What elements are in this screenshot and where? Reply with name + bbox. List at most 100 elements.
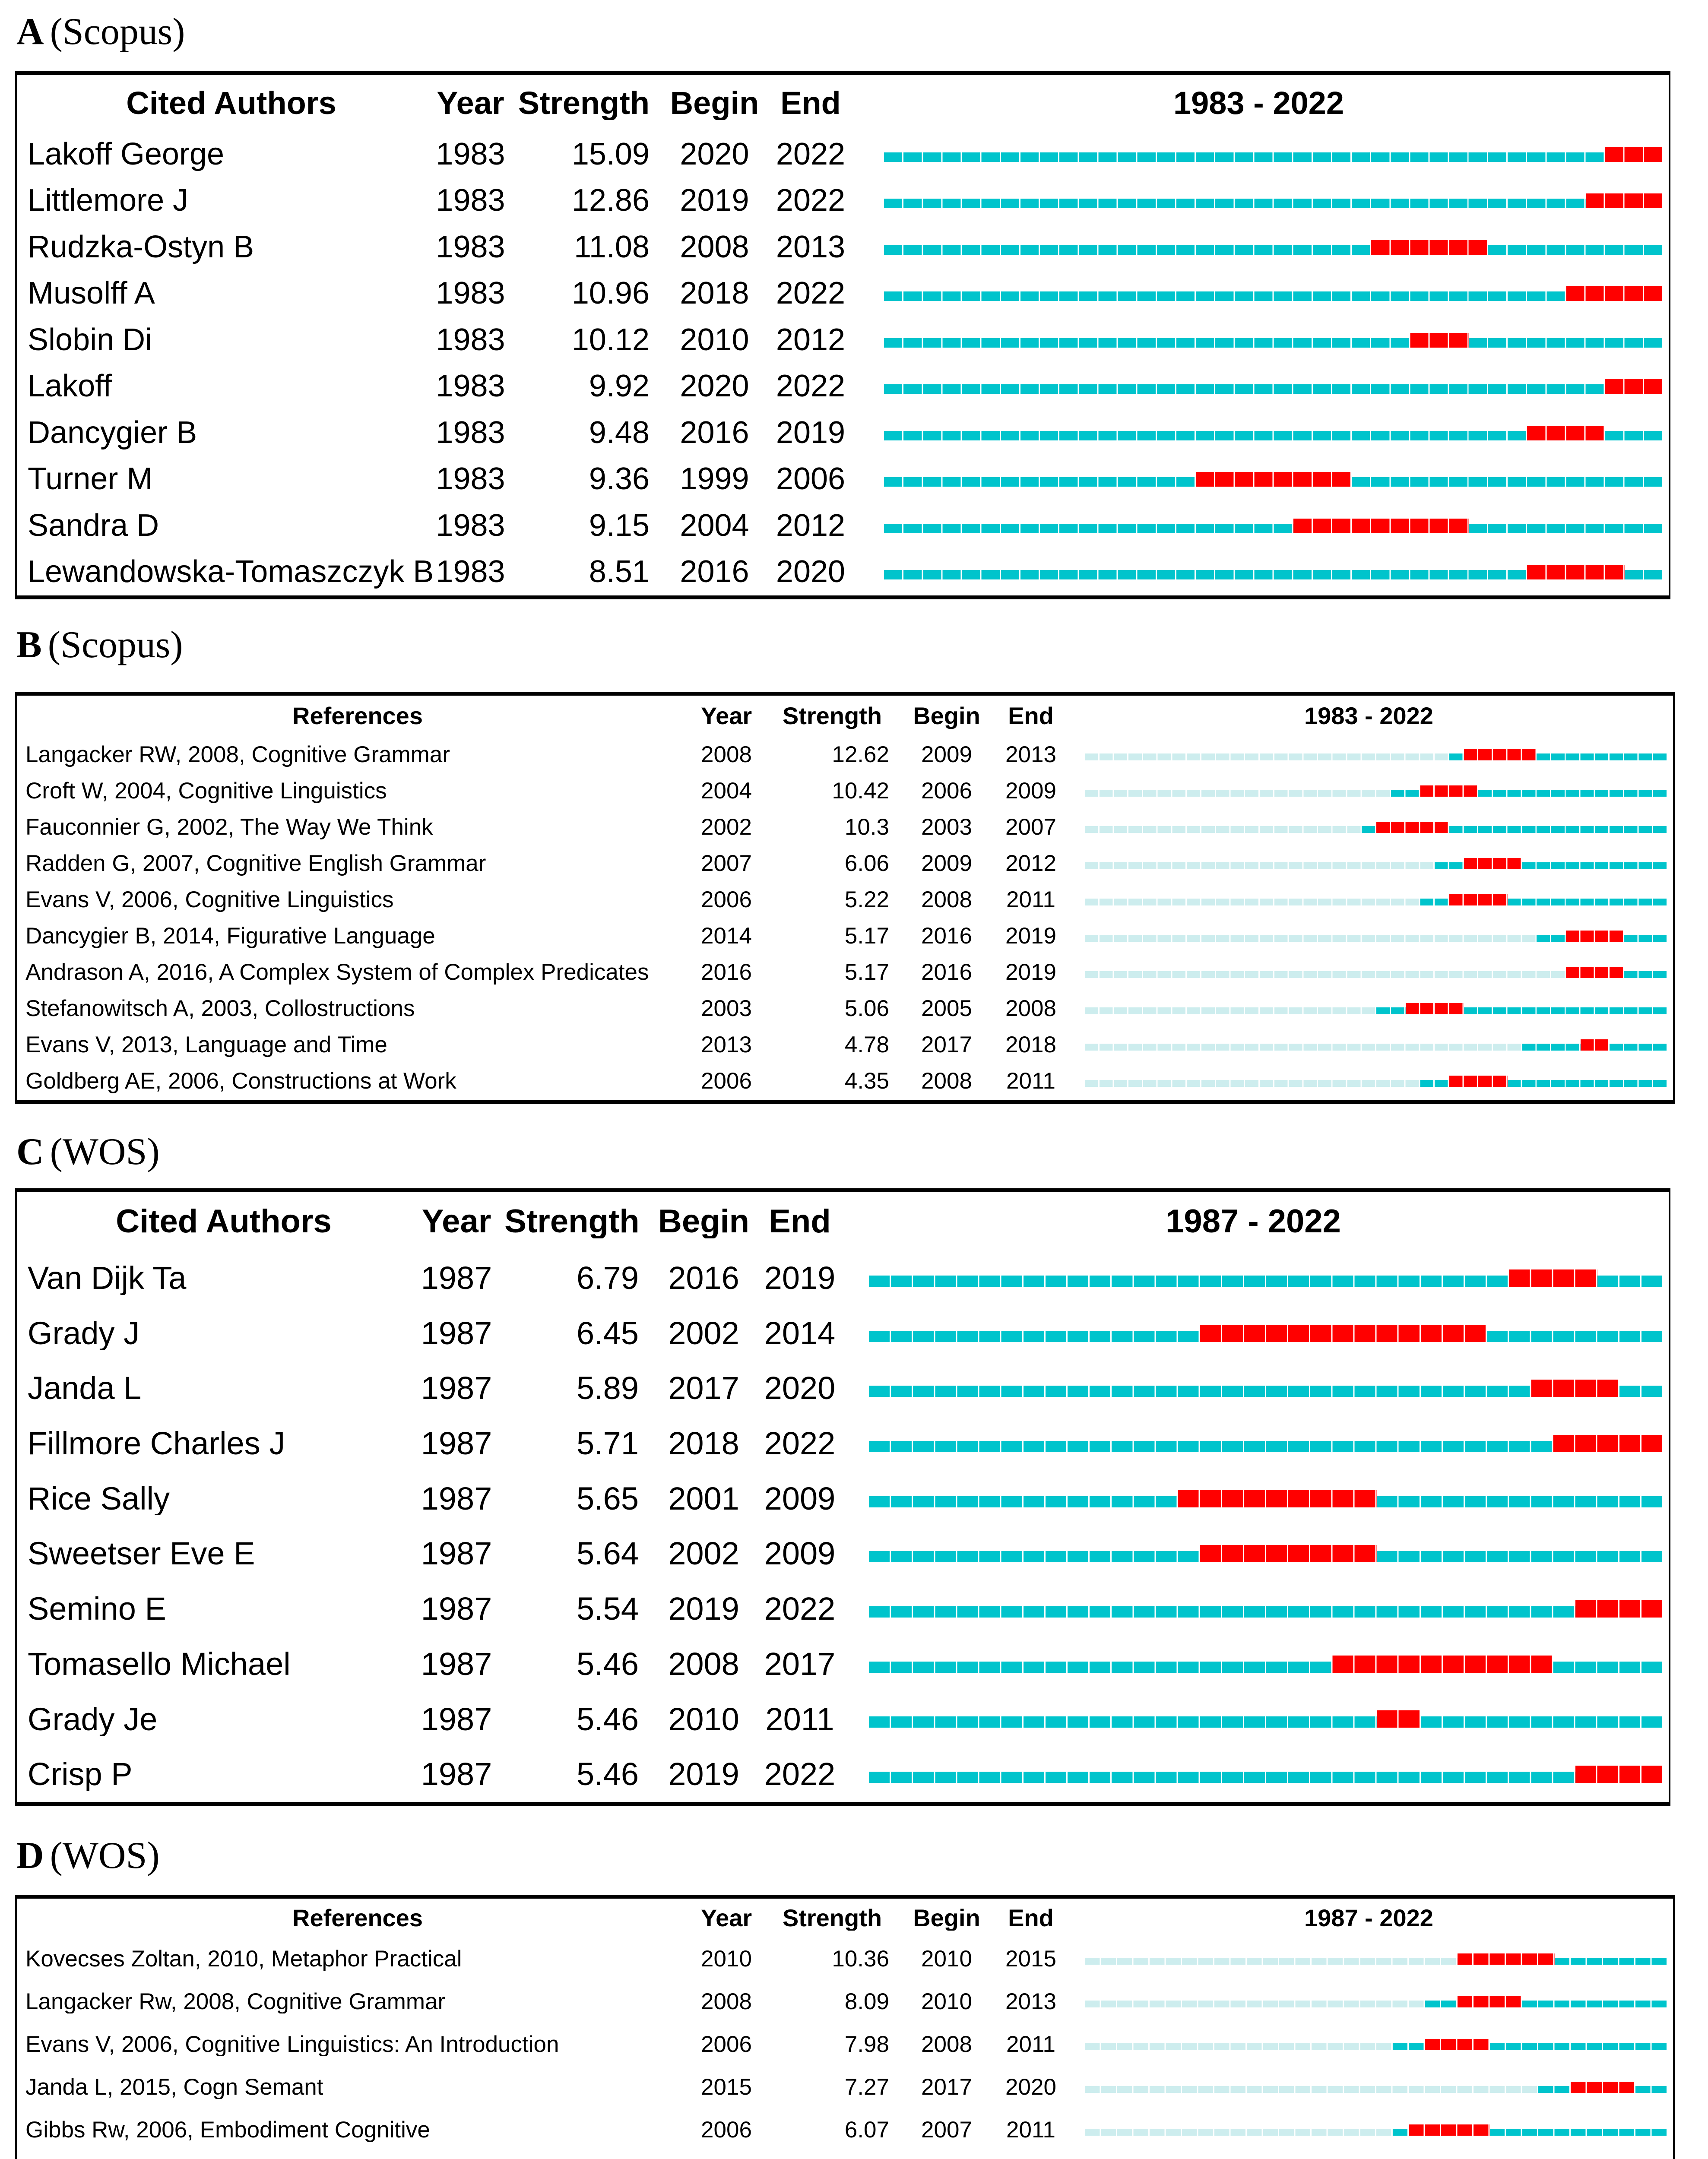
table-row: Stefanowitsch A, 2003, Collostructions 20… (17, 991, 1673, 1027)
burst-table-wos-references: References Year Strength Begin End 1987 … (15, 1895, 1675, 2159)
col-header-strength: Strength (504, 1204, 640, 1239)
begin-cell: 2001 (668, 1482, 739, 1516)
entity-cell: Andrason A, 2016, A Complex System of Co… (25, 960, 649, 985)
end-cell: 2019 (1005, 960, 1056, 985)
strength-cell: 12.86 (571, 184, 650, 218)
col-header-end: End (1008, 1905, 1054, 1931)
panel-c-letter: C (16, 1131, 44, 1173)
entity-cell: Musolff A (28, 277, 155, 310)
table-row: Andrason A, 2016, A Complex System of Co… (17, 954, 1673, 991)
timeline-cell (843, 1692, 1664, 1747)
table-row: Sandra D 1983 9.15 2004 2012 (17, 503, 1669, 549)
table-rows: Van Dijk Ta 1987 6.79 2016 2019 Grady J 1987 6.… (17, 1250, 1669, 1802)
begin-cell: 2018 (668, 1427, 739, 1460)
strength-cell: 4.35 (844, 1069, 889, 1093)
entity-cell: Littlemore J (28, 184, 189, 218)
table-row: Sweetser Eve E 1987 5.64 2002 2009 (17, 1526, 1669, 1581)
entity-cell: Grady J (28, 1316, 140, 1350)
begin-cell: 2008 (921, 888, 972, 912)
timeline-cell (854, 364, 1664, 410)
panel-c-source: (WOS) (50, 1131, 160, 1173)
year-separator-overlay (869, 1766, 1664, 1783)
col-header-entity: References (292, 703, 423, 729)
burst-table-scopus-references: References Year Strength Begin End 1983 … (15, 692, 1675, 1104)
strength-cell: 5.89 (576, 1371, 639, 1406)
begin-cell: 2010 (921, 1989, 972, 2014)
end-cell: 2011 (1006, 888, 1055, 912)
timeline-bar (884, 518, 1664, 533)
end-cell: 2013 (776, 231, 846, 264)
table-row: Lewandowska-Tomaszczyk B 1983 8.51 2016 2020 (17, 549, 1669, 596)
entity-cell: Croft W, 2004, Cognitive Linguistics (25, 779, 387, 803)
timeline-bar (884, 565, 1664, 580)
timeline-bar (1085, 822, 1668, 833)
year-separator-overlay (1085, 822, 1668, 833)
begin-cell: 2009 (921, 743, 972, 767)
entity-cell: Crisp P (28, 1757, 133, 1791)
year-separator-overlay (884, 518, 1664, 533)
year-cell: 2006 (701, 2118, 752, 2142)
year-separator-overlay (1085, 785, 1668, 797)
year-separator-overlay (1085, 1003, 1668, 1014)
year-cell: 2008 (701, 743, 752, 767)
entity-cell: Grady Je (28, 1702, 158, 1736)
timeline-bar (884, 332, 1664, 348)
year-cell: 1987 (421, 1482, 492, 1516)
timeline-cell (854, 224, 1664, 271)
year-separator-overlay (884, 565, 1664, 580)
burst-table-wos-authors: Cited Authors Year Strength Begin End 19… (15, 1188, 1670, 1806)
table-row: Crisp P 1987 5.46 2019 2022 (17, 1747, 1669, 1802)
year-cell: 2016 (701, 960, 752, 985)
begin-cell: 2002 (668, 1316, 739, 1350)
table-row: Grady Je 1987 5.46 2010 2011 (17, 1692, 1669, 1747)
table-row: Semino E 1987 5.54 2019 2022 (17, 1581, 1669, 1637)
begin-cell: 2019 (680, 184, 749, 218)
timeline-cell (843, 1250, 1664, 1306)
timeline-cell (854, 271, 1664, 317)
year-cell: 2003 (701, 997, 752, 1021)
table-row: Radden G, 2007, Cognitive English Gramma… (17, 845, 1673, 882)
year-cell: 1987 (421, 1427, 492, 1460)
strength-cell: 5.17 (844, 924, 889, 948)
table-row: Fillmore Charles J 1987 5.71 2018 2022 (17, 1416, 1669, 1471)
end-cell: 2022 (776, 370, 846, 403)
year-separator-overlay (884, 147, 1664, 162)
year-separator-overlay (1085, 2124, 1668, 2136)
timeline-cell (1070, 2066, 1668, 2108)
year-separator-overlay (1085, 749, 1668, 760)
year-separator-overlay (884, 240, 1664, 255)
timeline-bar (1085, 2124, 1668, 2136)
timeline-bar (1085, 785, 1668, 797)
entity-cell: Lakoff George (28, 138, 224, 171)
year-cell: 1987 (421, 1537, 492, 1571)
table-row: Dancygier B, 2014, Figurative Language 20… (17, 918, 1673, 954)
panel-a-source: (Scopus) (50, 11, 185, 53)
strength-cell: 6.79 (576, 1261, 639, 1295)
timeline-bar (869, 1545, 1664, 1563)
timeline-bar (1085, 1996, 1668, 2007)
year-cell: 2004 (701, 779, 752, 803)
strength-cell: 7.98 (844, 2032, 889, 2057)
timeline-cell (1070, 1980, 1668, 2023)
entity-cell: Rice Sally (28, 1482, 170, 1516)
table-header: Cited Authors Year Strength Begin End 19… (17, 75, 1669, 131)
end-cell: 2019 (1005, 924, 1056, 948)
year-cell: 2010 (701, 1947, 752, 1971)
year-cell: 2006 (701, 2032, 752, 2057)
timeline-cell (854, 503, 1664, 549)
timeline-bar (1085, 1953, 1668, 1965)
timeline-bar (869, 1490, 1664, 1507)
end-cell: 2012 (776, 509, 846, 542)
end-cell: 2009 (764, 1537, 836, 1571)
end-cell: 2013 (1005, 743, 1056, 767)
end-cell: 2011 (1006, 1069, 1055, 1093)
end-cell: 2012 (1005, 852, 1056, 876)
year-separator-overlay (1085, 1996, 1668, 2007)
year-separator-overlay (884, 193, 1664, 209)
year-separator-overlay (884, 379, 1664, 394)
table-row: Kovecses Z, 2010, Metaphor Practical2010… (17, 2151, 1673, 2159)
col-header-year: Year (700, 1905, 752, 1931)
end-cell: 2022 (776, 138, 846, 171)
strength-cell: 5.17 (844, 960, 889, 985)
entity-cell: Sandra D (28, 509, 159, 542)
